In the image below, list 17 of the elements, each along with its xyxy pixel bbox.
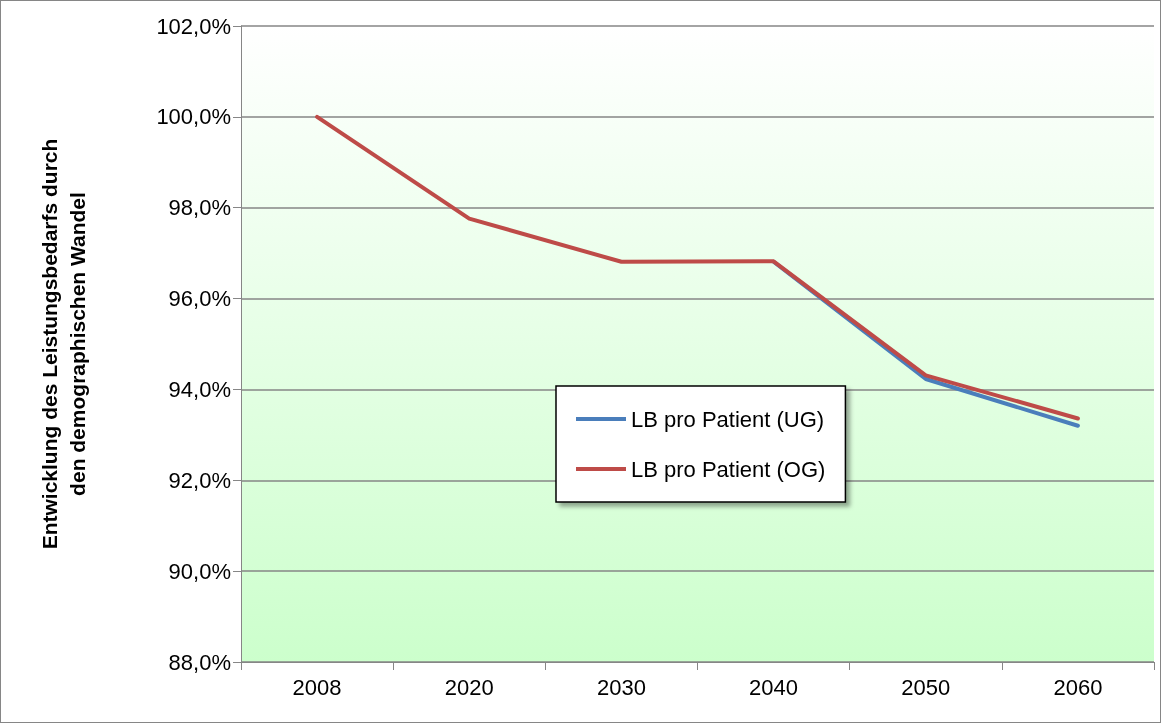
x-tick-label: 2060 bbox=[1053, 674, 1103, 700]
y-tick-label: 88,0% bbox=[168, 649, 231, 675]
x-tick-label: 2030 bbox=[596, 674, 646, 700]
y-tick-label: 94,0% bbox=[168, 376, 231, 402]
y-tick-label: 96,0% bbox=[168, 286, 231, 312]
y-tick-label: 90,0% bbox=[168, 558, 231, 584]
x-tick-label: 2050 bbox=[901, 674, 951, 700]
legend-label: LB pro Patient (UG) bbox=[631, 406, 825, 432]
x-tick-label: 2020 bbox=[444, 674, 494, 700]
y-axis-title: Entwicklung des Leistungsbedarfs durch den demographischen Wandel bbox=[37, 138, 89, 550]
legend-label: LB pro Patient (OG) bbox=[631, 456, 826, 482]
x-tick-label: 2008 bbox=[292, 674, 342, 700]
x-tick-label: 2040 bbox=[749, 674, 799, 700]
y-tick-label: 98,0% bbox=[168, 195, 231, 221]
y-tick-label: 102,0% bbox=[156, 13, 231, 39]
y-tick-label: 100,0% bbox=[156, 104, 231, 130]
y-tick-label: 92,0% bbox=[168, 467, 231, 493]
